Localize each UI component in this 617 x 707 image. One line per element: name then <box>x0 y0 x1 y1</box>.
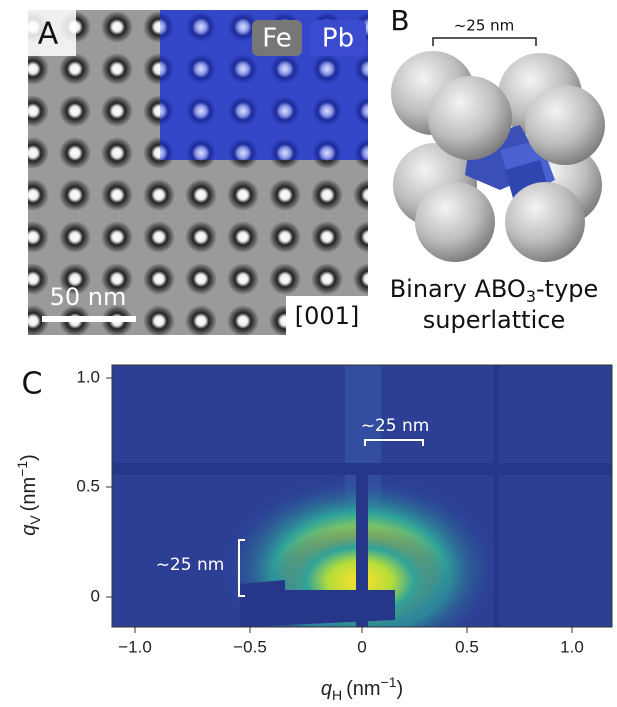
x-tick-label: 1.0 <box>560 637 584 656</box>
axis-label-part: (nm <box>346 678 380 700</box>
figure: Fe Pb A 50 nm [001] B ~25 nm Binary ABO3… <box>0 0 617 707</box>
superlattice-model <box>391 51 605 262</box>
caption: superlattice <box>423 306 565 334</box>
panel-label: C <box>22 367 43 402</box>
zone-axis: [001] <box>295 302 360 330</box>
axis-label-sup: −1 <box>381 674 397 690</box>
x-axis-label: qH(nm−1) <box>321 674 403 703</box>
x-tick-label: 0.5 <box>455 637 479 656</box>
caption-subscript: 3 <box>526 287 536 306</box>
axis-label-sub: H <box>332 687 342 703</box>
caption-part: Binary ABO <box>390 275 526 303</box>
x-tick-label: 0 <box>357 637 366 656</box>
x-tick-label: −1.0 <box>118 637 152 656</box>
size-bracket <box>433 38 536 46</box>
y-tick-label: 1.0 <box>76 367 100 386</box>
x-tick-label: −0.5 <box>233 637 267 656</box>
axis-label-part: q <box>321 678 332 700</box>
scale-bar <box>42 316 136 322</box>
page: Fe Pb A 50 nm [001] B ~25 nm Binary ABO3… <box>0 0 617 707</box>
panel-label: B <box>390 4 409 37</box>
axis-label-part: ) <box>18 454 40 461</box>
scattering-pattern <box>112 365 612 655</box>
axis-label-part: ) <box>397 678 404 700</box>
y-axis-label: qV (nm−1) <box>14 454 43 536</box>
inset-label: Fe <box>262 24 292 54</box>
inset-label: Pb <box>322 24 354 54</box>
axis-label-sup: −1 <box>14 461 30 477</box>
axis-label-sub: V <box>27 515 43 525</box>
caption-part: -type <box>536 275 598 303</box>
y-tick-label: 0.5 <box>76 476 100 495</box>
size-label: ~25 nm <box>454 17 515 35</box>
y-tick-label: 0 <box>91 586 100 605</box>
size-label: ~25 nm <box>361 416 430 436</box>
scale-bar-label: 50 nm <box>50 283 127 311</box>
axis-label-part: (nm <box>18 477 40 511</box>
axis-label-part: q <box>18 525 40 536</box>
caption: Binary ABO3-type <box>390 275 599 306</box>
panel-label: A <box>38 17 59 52</box>
size-label: ~25 nm <box>156 555 225 575</box>
